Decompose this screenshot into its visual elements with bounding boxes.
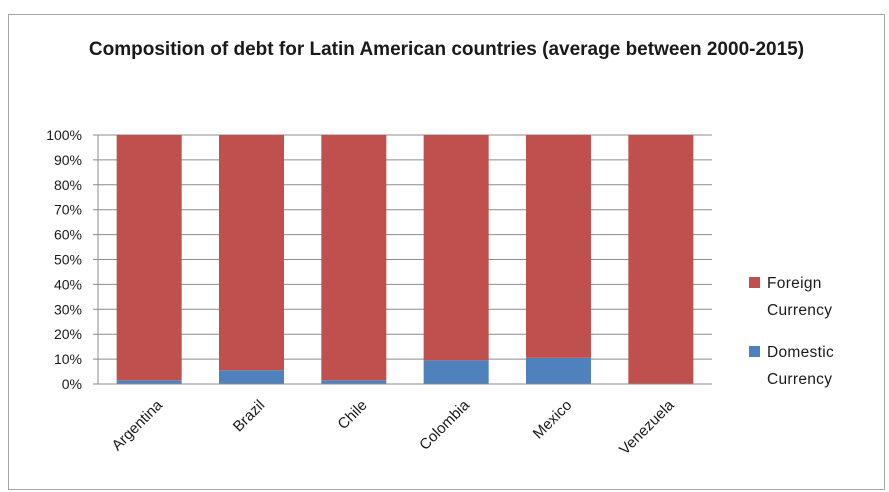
y-tick-label: 30%: [54, 301, 82, 317]
bar-domestic-currency: [321, 380, 387, 384]
bar-foreign-currency: [219, 135, 284, 371]
y-tick-label: 0%: [62, 376, 82, 392]
legend-label: Domestic: [767, 344, 834, 361]
bar-foreign-currency: [116, 135, 182, 381]
legend: Foreign Currency Domestic Currency: [749, 275, 834, 388]
bar-domestic-currency: [423, 360, 489, 384]
y-axis-ticks: 0% 10% 20% 30% 40% 50% 60% 70% 80% 90% 100%: [46, 127, 82, 392]
x-tick-label: Mexico: [530, 397, 576, 443]
x-axis-labels: Argentina Brazil Chile Colombia Mexico Venezu…: [109, 396, 679, 458]
bars: [116, 135, 694, 384]
x-tick-label: Argentina: [109, 396, 167, 454]
y-tick-label: 40%: [54, 276, 82, 292]
y-tick-label: 20%: [54, 326, 82, 342]
bar-domestic-currency: [116, 380, 182, 384]
x-tick-label: Brazil: [230, 397, 269, 436]
axis-lines: [97, 135, 712, 385]
chart-title: Composition of debt for Latin American c…: [88, 39, 805, 60]
x-tick-label: Chile: [334, 397, 370, 433]
legend-label: Foreign: [767, 275, 822, 292]
y-tick-label: 100%: [46, 127, 82, 143]
bar-foreign-currency: [526, 135, 591, 358]
y-tick-label: 90%: [54, 152, 82, 168]
bar-domestic-currency: [526, 357, 591, 384]
bar-domestic-currency: [219, 370, 284, 384]
legend-label: Currency: [767, 302, 832, 319]
bar-foreign-currency: [628, 135, 694, 384]
legend-label: Currency: [767, 371, 832, 388]
y-tick-label: 80%: [54, 177, 82, 193]
bar-foreign-currency: [423, 135, 489, 361]
bar-foreign-currency: [321, 135, 387, 381]
y-tick-label: 50%: [54, 252, 82, 268]
legend-swatch: [749, 346, 760, 357]
gridlines: [93, 134, 712, 385]
x-tick-label: Venezuela: [616, 396, 678, 458]
legend-swatch: [749, 277, 760, 288]
y-tick-label: 70%: [54, 202, 82, 218]
y-tick-label: 60%: [54, 227, 82, 243]
y-tick-label: 10%: [54, 351, 82, 367]
x-tick-label: Colombia: [416, 396, 473, 453]
